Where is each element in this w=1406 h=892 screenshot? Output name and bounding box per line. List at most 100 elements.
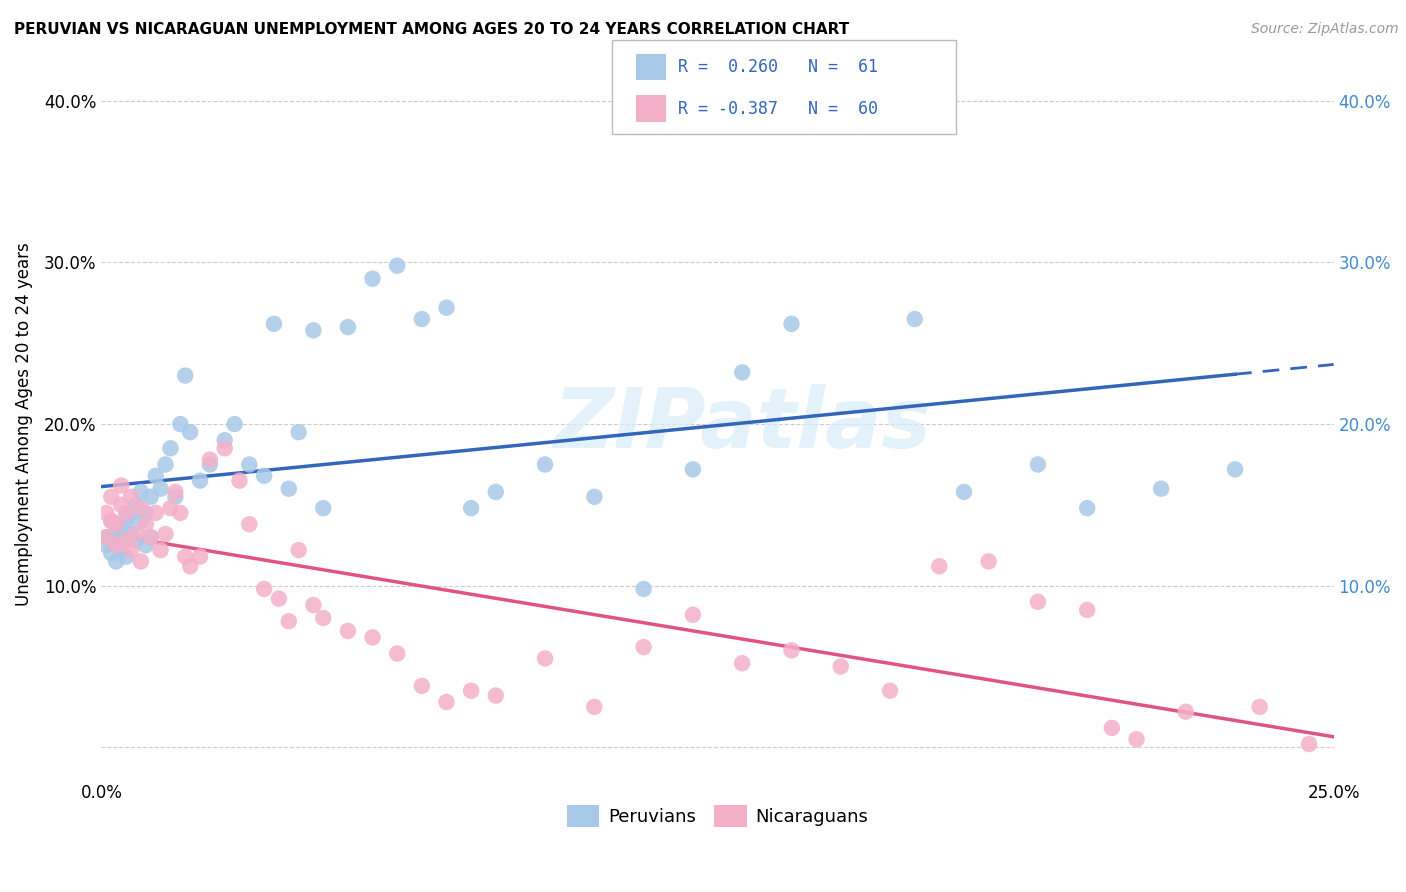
Point: [129, 501, 152, 516]
Point: [1101, 721, 1123, 735]
Point: [188, 549, 211, 564]
Point: [312, 501, 335, 516]
Point: [1298, 737, 1320, 751]
Point: [115, 549, 138, 564]
Point: [1150, 482, 1173, 496]
Point: [385, 259, 408, 273]
Point: [277, 482, 299, 496]
Point: [115, 517, 138, 532]
Point: [361, 271, 384, 285]
Point: [125, 527, 148, 541]
Point: [105, 533, 128, 548]
Point: [96, 506, 118, 520]
Point: [460, 683, 482, 698]
Point: [115, 506, 138, 520]
Text: ZIPatlas: ZIPatlas: [554, 384, 931, 465]
Point: [277, 614, 299, 628]
Point: [879, 683, 901, 698]
Point: [139, 490, 162, 504]
Point: [179, 559, 201, 574]
Point: [139, 530, 162, 544]
Point: [633, 640, 655, 654]
Point: [169, 417, 191, 431]
Point: [238, 458, 260, 472]
Point: [436, 301, 458, 315]
Point: [149, 482, 172, 496]
Point: [165, 490, 187, 504]
Point: [120, 490, 142, 504]
Point: [485, 485, 508, 500]
Point: [780, 643, 803, 657]
Point: [682, 607, 704, 622]
Point: [583, 490, 606, 504]
Point: [125, 498, 148, 512]
Point: [155, 458, 177, 472]
Point: [214, 434, 236, 448]
Point: [1026, 595, 1049, 609]
Point: [312, 611, 335, 625]
Point: [115, 510, 138, 524]
Point: [96, 530, 118, 544]
Point: [110, 530, 132, 544]
Point: [1223, 462, 1246, 476]
Point: [238, 517, 260, 532]
Y-axis label: Unemployment Among Ages 20 to 24 years: Unemployment Among Ages 20 to 24 years: [15, 243, 32, 606]
Point: [188, 474, 211, 488]
Point: [780, 317, 803, 331]
Point: [105, 522, 128, 536]
Point: [633, 582, 655, 596]
Point: [198, 452, 221, 467]
Point: [385, 647, 408, 661]
Point: [145, 506, 167, 520]
Point: [120, 527, 142, 541]
Point: [155, 527, 177, 541]
Point: [1076, 603, 1098, 617]
Point: [731, 365, 754, 379]
Point: [287, 543, 309, 558]
Point: [129, 514, 152, 528]
Point: [953, 485, 976, 500]
Point: [96, 538, 118, 552]
Point: [1076, 501, 1098, 516]
Point: [302, 598, 325, 612]
Point: [928, 559, 950, 574]
Point: [214, 442, 236, 456]
Point: [165, 485, 187, 500]
Point: [263, 317, 285, 331]
Point: [411, 679, 433, 693]
Point: [198, 458, 221, 472]
Point: [110, 498, 132, 512]
Point: [1174, 705, 1197, 719]
Point: [228, 474, 250, 488]
Point: [145, 468, 167, 483]
Point: [159, 442, 181, 456]
Point: [169, 506, 191, 520]
Point: [149, 543, 172, 558]
Point: [129, 485, 152, 500]
Point: [139, 530, 162, 544]
Point: [534, 458, 557, 472]
Point: [682, 462, 704, 476]
Point: [267, 591, 290, 606]
Point: [100, 514, 122, 528]
Point: [361, 631, 384, 645]
Point: [977, 554, 1000, 568]
Point: [1249, 699, 1271, 714]
Point: [485, 689, 508, 703]
Point: [120, 506, 142, 520]
Point: [731, 657, 754, 671]
Point: [100, 514, 122, 528]
Point: [129, 554, 152, 568]
Point: [135, 517, 157, 532]
Legend: Peruvians, Nicaraguans: Peruvians, Nicaraguans: [560, 798, 876, 835]
Text: R = -0.387   N =  60: R = -0.387 N = 60: [678, 100, 877, 118]
Text: Source: ZipAtlas.com: Source: ZipAtlas.com: [1251, 22, 1399, 37]
Point: [904, 312, 927, 326]
Point: [96, 530, 118, 544]
Point: [105, 538, 128, 552]
Point: [105, 517, 128, 532]
Point: [436, 695, 458, 709]
Point: [110, 543, 132, 558]
Text: R =  0.260   N =  61: R = 0.260 N = 61: [678, 58, 877, 76]
Point: [411, 312, 433, 326]
